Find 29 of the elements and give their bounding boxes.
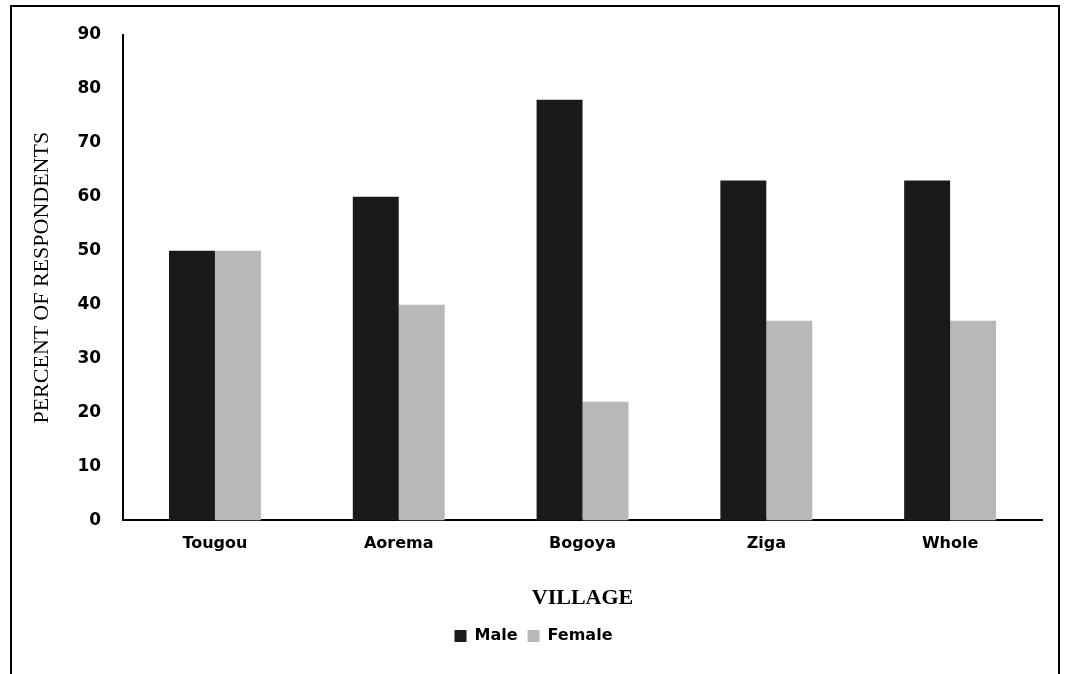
bar bbox=[214, 250, 261, 521]
bar bbox=[582, 401, 629, 521]
y-tick-label: 0 bbox=[89, 508, 102, 529]
y-tick-label: 10 bbox=[77, 454, 102, 475]
x-tick-label: Aorema bbox=[363, 533, 434, 553]
bar bbox=[352, 196, 399, 521]
x-tick-label: Bogoya bbox=[549, 533, 616, 553]
legend-label: Female bbox=[547, 625, 613, 645]
x-tick-label: Whole bbox=[921, 533, 979, 553]
x-axis-title: VILLAGE bbox=[531, 584, 634, 610]
bar bbox=[766, 320, 813, 521]
y-tick-label: 40 bbox=[77, 293, 102, 314]
y-tick-label: 20 bbox=[77, 400, 102, 421]
y-tick-label: 50 bbox=[77, 239, 102, 260]
y-tick-label: 70 bbox=[77, 131, 102, 152]
x-tick-label: Tougou bbox=[182, 533, 248, 553]
bar bbox=[536, 99, 583, 521]
x-tick-label: Ziga bbox=[746, 533, 786, 553]
y-tick-label: 80 bbox=[77, 77, 102, 98]
bar bbox=[904, 180, 951, 521]
bar bbox=[169, 250, 215, 521]
y-axis-title: PERCENT OF RESPONDENTS bbox=[27, 131, 53, 424]
bar bbox=[398, 304, 445, 521]
y-tick-label: 90 bbox=[77, 23, 102, 44]
bar bbox=[950, 320, 997, 521]
y-tick-label: 60 bbox=[77, 185, 102, 206]
legend-label: Male bbox=[474, 625, 518, 645]
bar bbox=[720, 180, 767, 521]
y-tick-label: 30 bbox=[77, 347, 102, 368]
